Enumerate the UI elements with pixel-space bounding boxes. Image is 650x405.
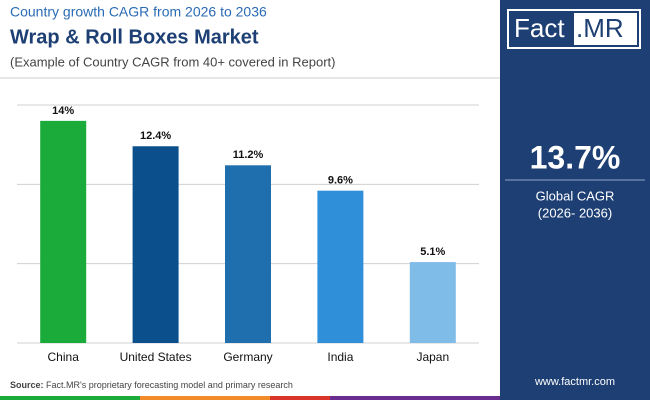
chart-subtitle: (Example of Country CAGR from 40+ covere… [10,54,336,69]
chart-title: Wrap & Roll Boxes Market [10,26,259,48]
stripe [500,396,650,400]
logo-frame [507,9,641,49]
value-label: 12.4% [140,130,171,142]
value-label: 9.6% [328,175,353,187]
logo-left: Fact [514,13,565,43]
bar [132,146,179,343]
source-label: Source: [10,380,44,390]
bar [225,165,271,343]
bar [40,120,87,343]
global-label: Global CAGR [536,188,615,203]
value-label: 14% [52,105,74,117]
x-tick-label: United States [120,350,192,364]
bar [317,190,364,343]
stripe [270,396,330,400]
bar [409,262,456,343]
stripe [140,396,270,400]
url: www.factmr.com [534,376,615,388]
x-tick-label: Japan [416,350,449,364]
x-tick-label: India [327,350,353,364]
source-text: Fact.MR's proprietary forecasting model … [46,380,293,390]
source: Source: Fact.MR's proprietary forecastin… [10,380,293,390]
logo-box [574,13,637,45]
x-tick-label: China [48,350,80,364]
global-value: 13.7% [530,139,621,175]
global-period: (2026- 2036) [538,205,612,220]
kicker: Country growth CAGR from 2026 to 2036 [10,4,267,20]
value-label: 5.1% [420,246,445,258]
logo-right: .MR [576,13,624,43]
plot: 14% China 12.4% United States 11.2% Germany 9.… [17,104,479,364]
x-tick-label: Germany [223,350,272,364]
stripe [330,396,500,400]
sidebar [500,0,650,396]
stripe [0,396,140,400]
value-label: 11.2% [233,149,264,161]
